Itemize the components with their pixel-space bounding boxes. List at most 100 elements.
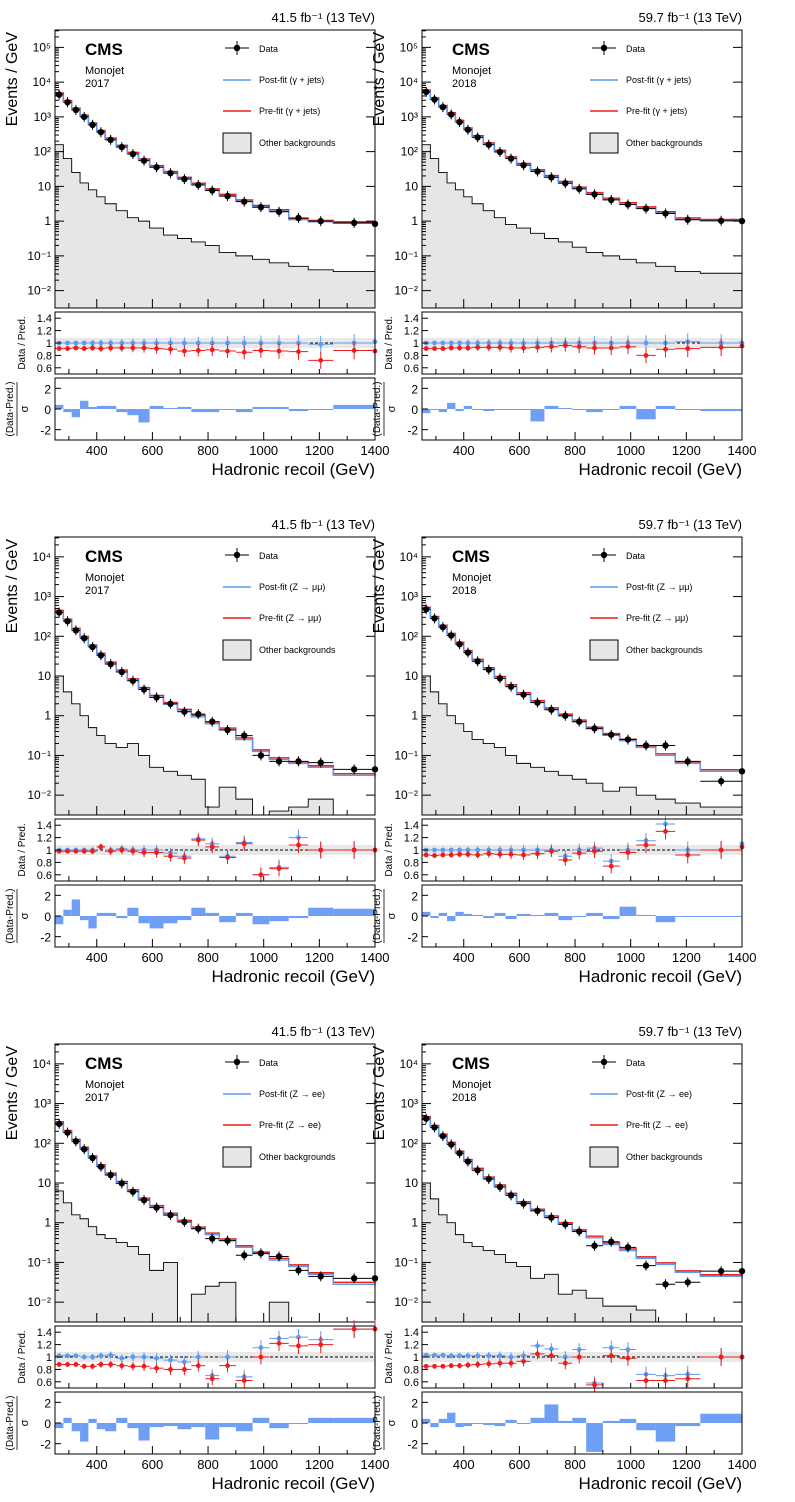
pull-bar: [96, 912, 106, 916]
ratio-y-tick-label: 0.6: [404, 363, 419, 375]
lumi-label: 41.5 fb⁻¹ (13 TeV): [272, 517, 375, 532]
pull-bar: [116, 1417, 128, 1423]
data-point: [717, 217, 725, 224]
chart-panel: 41.5 fb⁻¹ (13 TeV)10⁻²10⁻¹11010²10³10⁴10…: [4, 10, 389, 479]
ratio-prefit-point: [643, 353, 649, 358]
ratio-postfit-point: [65, 340, 70, 346]
data-point: [608, 731, 615, 738]
data-point: [257, 752, 265, 759]
pull-bar: [463, 405, 473, 409]
pull-y-label-numerator: (Data-Pred.): [372, 1395, 383, 1450]
data-point: [662, 1281, 669, 1288]
pull-bar: [544, 1404, 559, 1423]
y-tick-label: 10: [405, 1176, 419, 1190]
ratio-postfit-point: [548, 1346, 554, 1352]
analysis-label: Monojet: [452, 572, 491, 584]
ratio-y-tick-label: 1.2: [404, 833, 419, 845]
data-point: [209, 187, 216, 194]
ratio-prefit-point: [465, 851, 471, 857]
pull-bar: [483, 1423, 495, 1426]
data-point: [167, 1211, 174, 1219]
ratio-y-tick-label: 0.6: [37, 870, 52, 882]
ratio-y-tick-label: 0.6: [404, 1377, 419, 1389]
ratio-prefit-point: [119, 345, 125, 351]
ratio-prefit-point: [625, 344, 631, 350]
ratio-prefit-point: [90, 1363, 95, 1369]
ratio-prefit-point: [168, 853, 173, 859]
ratio-postfit-point: [154, 340, 159, 346]
ratio-postfit-point: [81, 1354, 87, 1360]
ratio-prefit-point: [465, 345, 471, 351]
y-axis-label: Events / GeV: [4, 539, 21, 634]
data-point: [591, 1242, 598, 1249]
ratio-prefit-point: [497, 1360, 503, 1366]
pull-bar: [455, 911, 464, 916]
pull-bar: [55, 916, 64, 925]
ratio-prefit-point: [90, 848, 95, 854]
pull-bar: [602, 1420, 620, 1423]
x-tick-label: 400: [86, 950, 108, 965]
x-tick-label: 1000: [616, 950, 645, 965]
pull-bar: [700, 916, 742, 917]
ratio-prefit-point: [432, 1363, 437, 1369]
ratio-prefit-point: [486, 851, 492, 857]
y-tick-label: 1: [411, 709, 418, 723]
pull-y-label-denominator: σ: [386, 405, 398, 412]
pull-bar: [530, 914, 545, 916]
ratio-prefit-point: [65, 1362, 70, 1367]
data-point: [107, 1171, 114, 1179]
pull-bar: [675, 409, 701, 410]
chart-panel: 59.7 fb⁻¹ (13 TeV)10⁻²10⁻¹11010²10³10⁴Ev…: [371, 517, 756, 986]
ratio-y-tick-label: 0.8: [404, 350, 419, 362]
ratio-prefit-point: [181, 1367, 187, 1372]
ratio-prefit-point: [423, 1363, 429, 1369]
data-point: [64, 617, 71, 625]
data-point: [317, 217, 324, 225]
pull-bar: [438, 1418, 448, 1423]
data-point: [241, 732, 248, 739]
ratio-postfit-point: [154, 1355, 159, 1361]
pull-bar: [655, 916, 676, 923]
pull-bar: [700, 409, 742, 412]
ratio-prefit-point: [432, 853, 437, 858]
pull-bar: [80, 916, 89, 921]
data-point: [181, 708, 188, 715]
ratio-prefit-point: [486, 344, 492, 350]
pull-bar: [105, 912, 117, 916]
pull-y-label-numerator: (Data-Pred.): [5, 381, 16, 436]
data-point: [181, 175, 188, 183]
ratio-prefit-point: [562, 1360, 568, 1366]
data-point: [275, 1253, 283, 1260]
ratio-prefit-point: [457, 1363, 462, 1369]
x-tick-label: 800: [564, 443, 586, 458]
legend-other-label: Other backgrounds: [259, 645, 336, 655]
y-tick-label: 10: [405, 669, 419, 683]
data-point: [72, 627, 80, 634]
pull-bar: [455, 409, 464, 412]
ratio-prefit-point: [141, 345, 147, 351]
ratio-prefit-point: [423, 852, 429, 858]
x-tick-label: 1000: [249, 950, 278, 965]
pull-bar: [80, 400, 89, 409]
data-point: [295, 758, 302, 765]
ratio-prefit-point: [592, 848, 597, 854]
data-point: [209, 718, 216, 725]
legend-postfit-label: Post-fit (γ + jets): [626, 75, 691, 85]
legend-other-swatch: [589, 1146, 619, 1168]
pull-bar: [205, 409, 220, 413]
data-point: [534, 168, 541, 175]
ratio-postfit-point: [119, 1355, 125, 1361]
legend-prefit-label: Pre-fit (γ + jets): [626, 106, 687, 116]
legend-prefit-label: Pre-fit (Z → ee): [626, 1120, 688, 1130]
pull-bar: [447, 916, 456, 922]
y-tick-label: 10²: [34, 1136, 51, 1150]
y-axis-label: Events / GeV: [371, 539, 388, 634]
data-point: [72, 1138, 80, 1145]
y-tick-label: 10⁻²: [27, 284, 51, 298]
y-axis-label: Events / GeV: [371, 1046, 388, 1141]
pull-bar: [333, 404, 375, 409]
data-point: [717, 778, 725, 785]
data-point: [153, 1204, 160, 1211]
ratio-y-tick-label: 1.4: [37, 820, 52, 832]
ratio-prefit-point: [81, 346, 87, 351]
